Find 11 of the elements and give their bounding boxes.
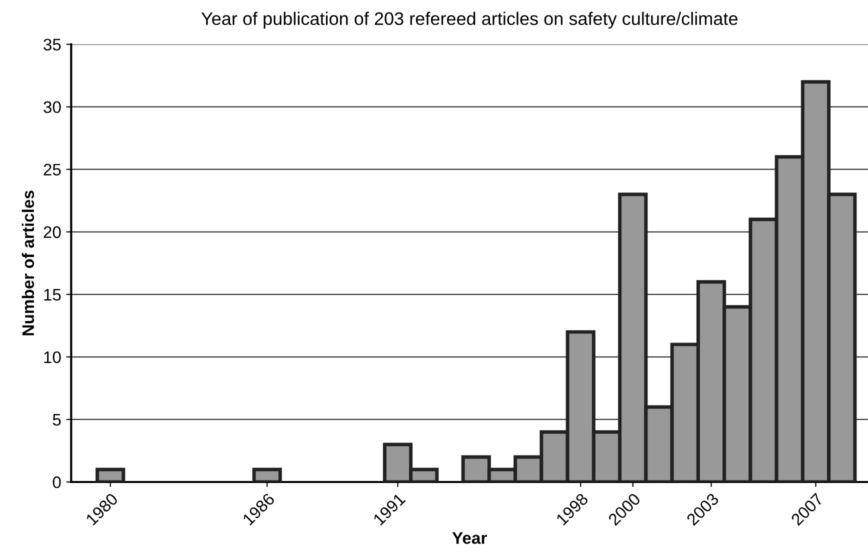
y-tick-label: 5	[52, 414, 61, 426]
y-tick-label: 35	[44, 38, 61, 51]
x-axis-title: Year	[452, 532, 487, 544]
y-tick-label: 15	[44, 288, 61, 301]
y-tick-label: 0	[52, 476, 61, 488]
y-tick-label: 30	[44, 101, 61, 114]
y-tick-label: 20	[44, 226, 61, 238]
y-axis-title: Number of articles	[22, 190, 34, 336]
y-tick-label: 25	[44, 164, 61, 176]
chart-title: Year of publication of 203 refereed articles on safety culture/climate	[201, 12, 738, 29]
y-tick-label: 10	[44, 351, 61, 364]
